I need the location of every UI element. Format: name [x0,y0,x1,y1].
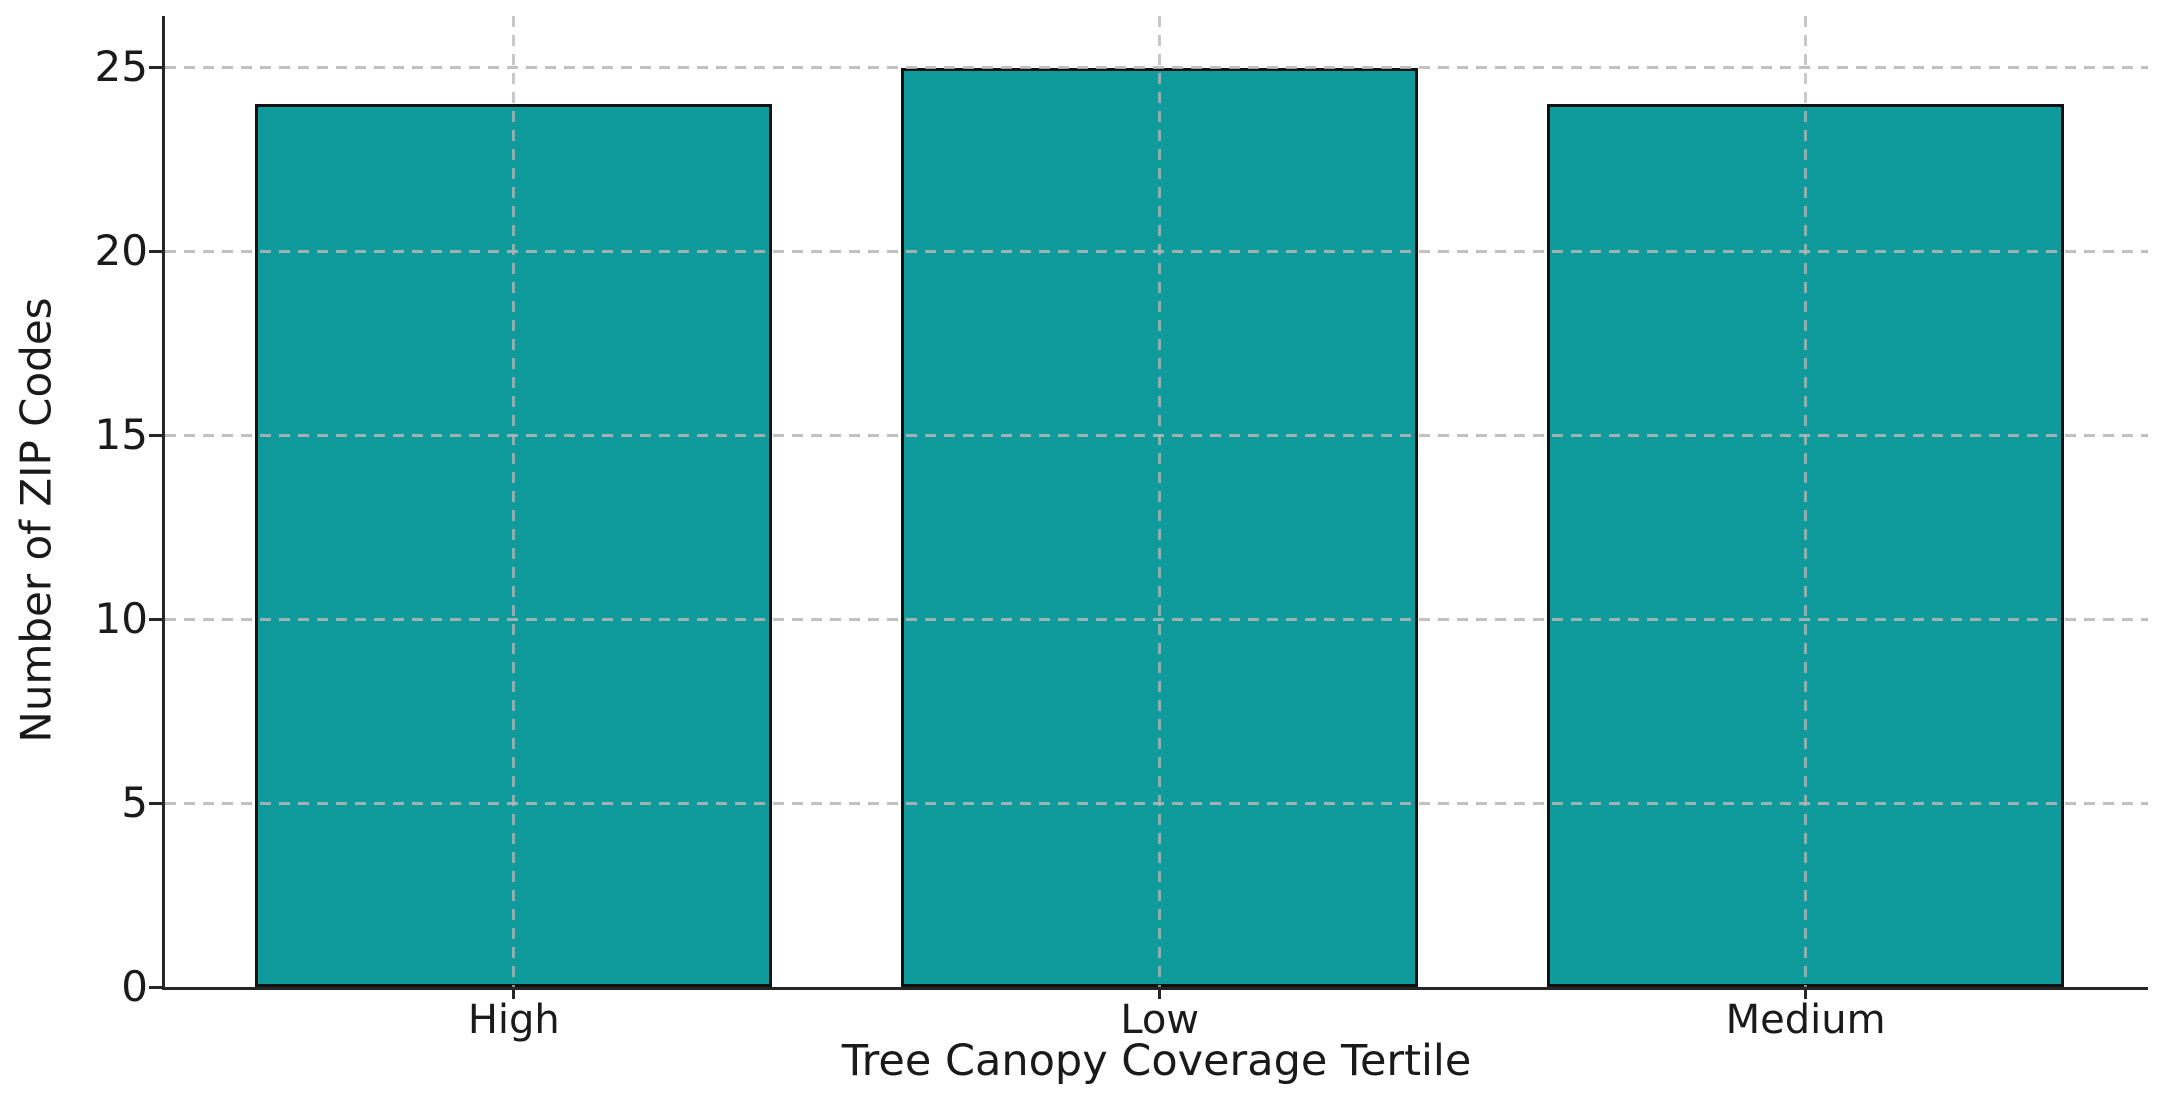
y-axis-title: Number of ZIP Codes [11,297,61,743]
y-tick-10 [149,617,162,621]
x-category-label-low: Low [1120,997,1200,1043]
y-tick-15 [149,433,162,437]
x-tick-medium [1804,987,1808,999]
y-tick-25 [149,65,162,69]
y-tick-label-20: 20 [94,226,148,276]
v-gridline-medium [1804,16,1808,987]
v-gridline-low [1158,16,1162,987]
y-tick-label-0: 0 [121,962,148,1011]
x-category-label-medium: Medium [1725,997,1886,1043]
h-gridline-15 [165,433,2148,437]
plot-area [149,16,2148,999]
y-tick-20 [149,249,162,253]
y-tick-label-15: 15 [94,410,148,460]
y-axis-spine [162,16,165,990]
y-tick-label-10: 10 [94,594,148,644]
x-category-label-high: High [467,997,560,1043]
x-axis-spine [162,987,2148,990]
v-gridline-high [512,16,516,987]
y-tick-label-5: 5 [121,778,148,828]
y-tick-0 [149,985,162,989]
y-tick-label-25: 25 [94,42,148,92]
h-gridline-20 [165,249,2148,253]
h-gridline-5 [165,801,2148,805]
h-gridline-25 [165,65,2148,69]
h-gridline-10 [165,617,2148,621]
x-tick-low [1158,987,1162,999]
x-axis-title: Tree Canopy Coverage Tertile [841,1036,1472,1086]
y-tick-5 [149,801,162,805]
x-tick-high [512,987,516,999]
